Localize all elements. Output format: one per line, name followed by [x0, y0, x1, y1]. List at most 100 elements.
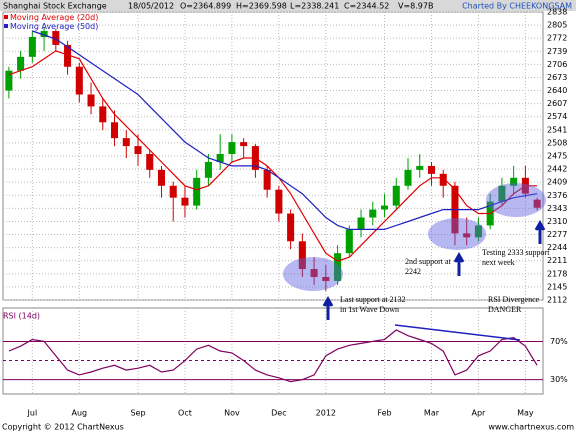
candle-body [381, 205, 389, 210]
x-tick-label: Sep [130, 409, 145, 418]
candle-body [28, 36, 36, 57]
y-tick-label: 2640 [547, 86, 567, 95]
x-tick-label: 2012 [316, 409, 336, 418]
y-tick-label: 2145 [547, 282, 567, 291]
candle-body [64, 44, 72, 67]
y-tick-label: 30% [550, 375, 568, 384]
candle-body [193, 177, 201, 206]
header-volume: V=8.97B [398, 2, 433, 11]
x-tick-label: Dec [271, 409, 286, 418]
candle-body [463, 233, 471, 238]
y-tick-label: 2574 [547, 112, 567, 121]
x-tick-label: Feb [377, 409, 391, 418]
footer-copyright: Copyright © 2012 ChartNexus [2, 423, 124, 432]
candle-body [240, 142, 248, 147]
y-tick-label: 2376 [547, 191, 567, 200]
y-tick-label: 2343 [547, 204, 567, 213]
legend-swatch [4, 24, 8, 28]
y-tick-label: 2475 [547, 152, 567, 161]
header-high: H=2369.598 [236, 2, 287, 11]
moving-average-line [8, 50, 538, 262]
grid: 2112 2145 2178 2211 2244 2277 2310 2343 2376 2409… [3, 8, 568, 394]
header-open: O=2364.899 [180, 2, 231, 11]
candle-body [169, 185, 177, 198]
y-tick-label: 2673 [547, 73, 567, 82]
y-tick-label: 2277 [547, 230, 567, 239]
y-tick-label: 2409 [547, 178, 567, 187]
candle-body [5, 70, 13, 91]
x-tick-label: Oct [178, 409, 192, 418]
candle-body [533, 199, 541, 208]
x-tick-label: Apr [472, 409, 487, 418]
y-tick-label: 2706 [547, 60, 567, 69]
y-tick-label: 2442 [547, 165, 567, 174]
y-tick-label: 2178 [547, 269, 567, 278]
header-credit: Charted By CHEEKONGSAM [462, 2, 572, 11]
legend-label: Moving Average (50d) [10, 22, 98, 31]
annotation: 2242 [405, 267, 421, 276]
x-tick-label: Jul [27, 409, 38, 418]
y-tick-label: 2772 [547, 34, 567, 43]
candle-body [369, 209, 377, 218]
arrow [534, 219, 546, 244]
candle-body [122, 138, 130, 147]
header-bar [0, 0, 576, 11]
candle-body [17, 56, 25, 71]
annotation: 2nd support at [405, 257, 452, 266]
annotation: DANGER [488, 305, 522, 314]
header-close: C=2344.52 [344, 2, 389, 11]
arrow [453, 251, 465, 276]
y-tick-label: 2508 [547, 138, 567, 147]
annotation: Last support at 2132 [340, 295, 406, 304]
candle-body [52, 31, 60, 45]
candle-body [134, 146, 142, 155]
legend-swatch [4, 15, 8, 19]
rsi-frame [2, 307, 544, 395]
highlight-ellipse [283, 257, 343, 291]
candle-body [40, 31, 48, 37]
y-tick-label: 2805 [547, 21, 567, 30]
x-tick-label: Nov [224, 409, 240, 418]
header-date: 18/05/2012 [128, 2, 174, 11]
moving-average-line [32, 30, 538, 230]
y-tick-label: 2541 [547, 125, 567, 134]
footer-site: www.chartnexus.com [488, 423, 574, 432]
candle-body [146, 154, 154, 170]
candle-body [474, 225, 482, 238]
divergence-line [394, 324, 521, 341]
candle-body [157, 169, 165, 186]
annotation: RSI Divergence [488, 295, 540, 304]
x-tick-label: Aug [71, 409, 87, 418]
annotation: next week [482, 258, 515, 267]
y-tick-label: 2211 [547, 256, 567, 265]
candle-body [404, 169, 412, 186]
y-tick-label: 2244 [547, 243, 567, 252]
candle-body [439, 173, 447, 186]
highlight-ellipse [428, 218, 486, 250]
candle-body [510, 177, 518, 186]
rsi-title: RSI (14d) [3, 312, 40, 321]
x-tick-label: May [517, 409, 534, 418]
candle-body [275, 189, 283, 214]
candle-body [416, 165, 424, 170]
candle-body [427, 165, 435, 174]
candle-body [345, 229, 353, 254]
candle-body [392, 185, 400, 206]
candle-body [287, 213, 295, 242]
y-tick-label: 2838 [547, 8, 567, 17]
x-tick-label: Mar [424, 409, 440, 418]
candle-body [87, 94, 95, 107]
candle-body [216, 154, 224, 162]
candle-body [298, 241, 306, 270]
annotation: Testing 2333 support [482, 248, 550, 257]
annotation: in 1st Wave Down [340, 305, 399, 314]
y-tick-label: 2739 [547, 47, 567, 56]
rsi-line [8, 329, 538, 383]
plot: Moving Average (20d)Moving Average (50d) [4, 13, 541, 383]
candle-body [75, 66, 83, 95]
candle-body [263, 169, 271, 190]
arrow [322, 295, 334, 320]
candle-body [99, 106, 107, 123]
candle-body [357, 217, 365, 230]
candle-body [204, 161, 212, 178]
